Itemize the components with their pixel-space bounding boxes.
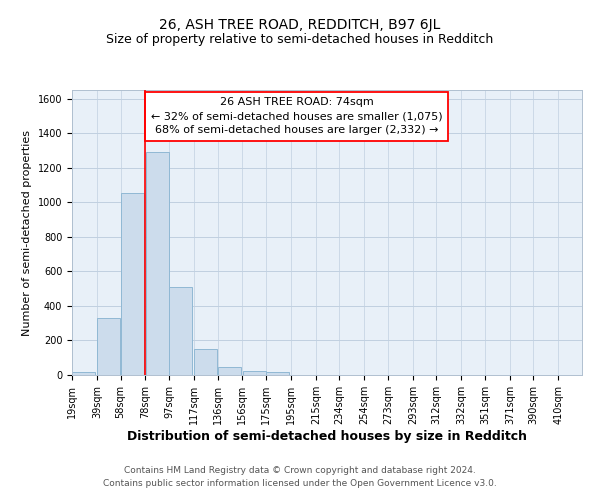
Bar bbox=[242, 370, 266, 375]
Bar bbox=[218, 367, 241, 375]
Bar bbox=[72, 372, 95, 375]
Text: 26 ASH TREE ROAD: 74sqm
← 32% of semi-detached houses are smaller (1,075)
68% of: 26 ASH TREE ROAD: 74sqm ← 32% of semi-de… bbox=[151, 97, 442, 135]
Bar bbox=[194, 349, 217, 375]
Bar bbox=[266, 372, 289, 375]
Text: Size of property relative to semi-detached houses in Redditch: Size of property relative to semi-detach… bbox=[106, 32, 494, 46]
Bar bbox=[121, 193, 144, 375]
Text: 26, ASH TREE ROAD, REDDITCH, B97 6JL: 26, ASH TREE ROAD, REDDITCH, B97 6JL bbox=[160, 18, 440, 32]
X-axis label: Distribution of semi-detached houses by size in Redditch: Distribution of semi-detached houses by … bbox=[127, 430, 527, 442]
Bar bbox=[169, 287, 193, 375]
Y-axis label: Number of semi-detached properties: Number of semi-detached properties bbox=[22, 130, 32, 336]
Bar bbox=[146, 152, 169, 375]
Text: Contains HM Land Registry data © Crown copyright and database right 2024.
Contai: Contains HM Land Registry data © Crown c… bbox=[103, 466, 497, 487]
Bar bbox=[97, 318, 121, 375]
